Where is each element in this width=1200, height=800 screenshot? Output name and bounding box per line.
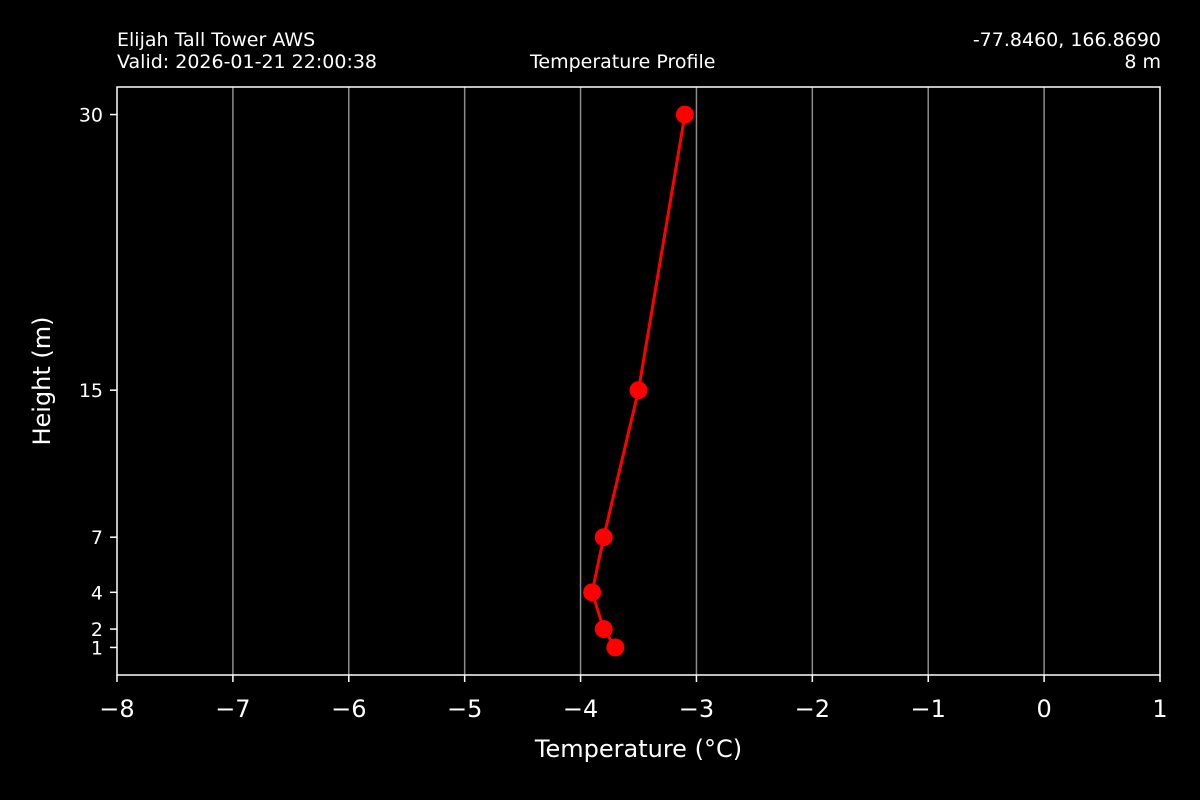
x-tick-label: −5 [447, 695, 482, 723]
data-point [629, 381, 648, 400]
elevation: 8 m [1124, 51, 1161, 73]
series-layer [583, 105, 694, 657]
station-name: Elijah Tall Tower AWS [117, 29, 316, 51]
header-location-block: -77.8460, 166.8690 8 m [973, 29, 1161, 73]
y-tick-label: 1 [91, 637, 103, 659]
y-axis-ticks: 12 4 7 15 30 [79, 105, 117, 659]
x-axis-label: Temperature (°C) [534, 735, 742, 763]
x-tick-label: −3 [679, 695, 714, 723]
x-tick-label: 0 [1036, 695, 1051, 723]
header-station-block: Elijah Tall Tower AWS Valid: 2026-01-21 … [117, 29, 377, 73]
coordinates: -77.8460, 166.8690 [972, 29, 1161, 51]
y-tick-label: 7 [91, 527, 103, 549]
y-tick-label: 15 [79, 380, 103, 402]
chart-title: Temperature Profile [530, 51, 716, 73]
x-axis-ticks: −8 −7 −6 −5 −4 −3 −2 −1 0 1 [99, 675, 1168, 723]
x-tick-label: −6 [331, 695, 366, 723]
y-tick-label: 30 [79, 105, 103, 127]
x-tick-label: −1 [911, 695, 946, 723]
data-point [583, 583, 602, 602]
x-tick-label: 1 [1152, 695, 1167, 723]
y-tick-label: 4 [91, 582, 103, 604]
x-tick-label: −2 [795, 695, 830, 723]
data-point [594, 528, 613, 547]
x-tick-label: −8 [99, 695, 134, 723]
y-axis-label: Height (m) [28, 316, 56, 445]
data-point [594, 620, 613, 639]
plot-frame [116, 86, 1161, 676]
valid-time: Valid: 2026-01-21 22:00:38 [117, 51, 378, 73]
series-line [590, 114, 687, 649]
x-tick-label: −7 [215, 695, 250, 723]
data-point [606, 638, 625, 657]
x-tick-label: −4 [563, 695, 598, 723]
grid-lines [232, 87, 1045, 675]
data-point [675, 105, 694, 124]
y-tick-label: 2 [91, 619, 103, 641]
